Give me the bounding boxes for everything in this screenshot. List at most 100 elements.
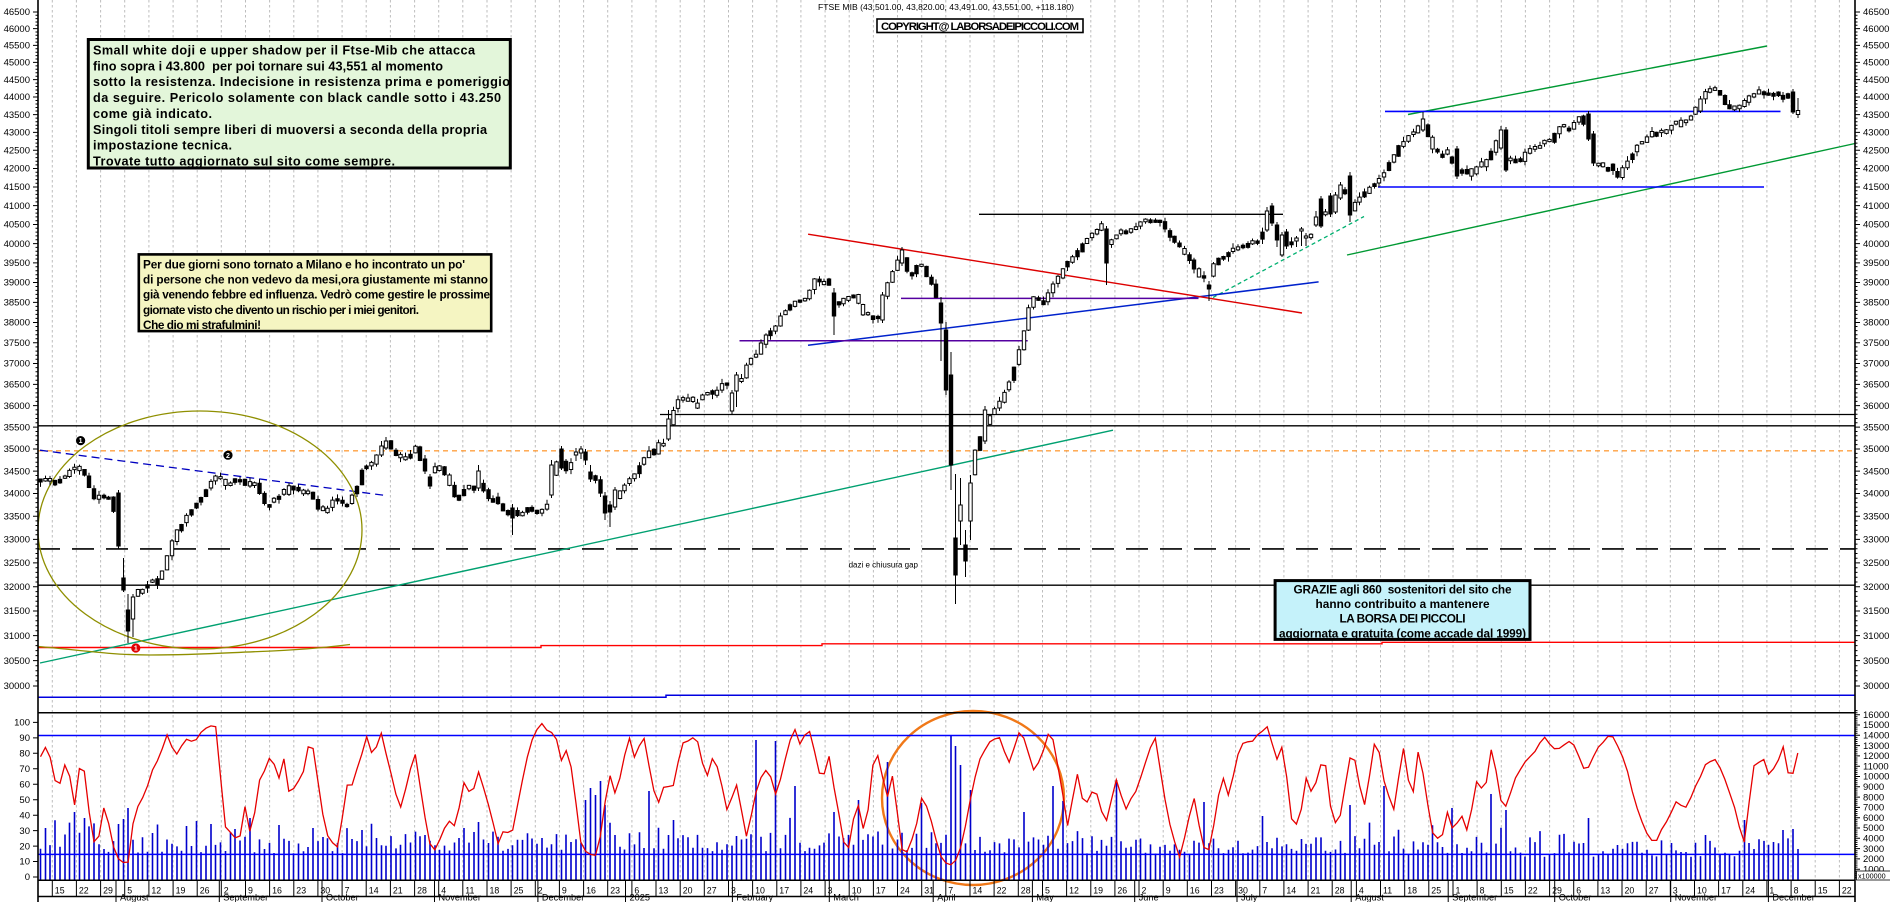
svg-text:11: 11 xyxy=(1383,886,1392,896)
svg-text:34500: 34500 xyxy=(4,466,30,477)
svg-text:25: 25 xyxy=(1431,886,1441,896)
svg-text:36000: 36000 xyxy=(4,401,30,412)
svg-text:May: May xyxy=(1036,893,1054,903)
svg-text:12000: 12000 xyxy=(1863,751,1889,762)
svg-text:35500: 35500 xyxy=(1863,422,1889,433)
svg-text:30000: 30000 xyxy=(1863,681,1889,692)
svg-text:7000: 7000 xyxy=(1863,803,1884,814)
svg-text:22: 22 xyxy=(79,886,89,896)
svg-text:October: October xyxy=(1559,893,1592,903)
svg-text:36000: 36000 xyxy=(1863,401,1889,412)
svg-text:40: 40 xyxy=(19,810,30,821)
svg-text:43500: 43500 xyxy=(4,110,30,121)
svg-text:38500: 38500 xyxy=(4,298,30,309)
svg-text:12: 12 xyxy=(1069,886,1079,896)
svg-text:44500: 44500 xyxy=(4,75,30,86)
svg-text:32000: 32000 xyxy=(4,582,30,593)
svg-text:19: 19 xyxy=(1093,886,1103,896)
svg-text:39500: 39500 xyxy=(4,258,30,269)
svg-text:30000: 30000 xyxy=(4,681,30,692)
svg-text:35500: 35500 xyxy=(4,422,30,433)
svg-text:28: 28 xyxy=(1021,886,1031,896)
svg-text:38000: 38000 xyxy=(4,318,30,329)
svg-text:60: 60 xyxy=(19,779,30,790)
svg-text:28: 28 xyxy=(1335,886,1345,896)
svg-text:Singoli titoli sempre liberi d: Singoli titoli sempre liberi di muoversi… xyxy=(93,123,488,137)
svg-text:39000: 39000 xyxy=(1863,278,1889,289)
svg-text:31500: 31500 xyxy=(1863,606,1889,617)
svg-text:13: 13 xyxy=(1600,886,1610,896)
svg-text:August: August xyxy=(1355,893,1384,903)
svg-text:31500: 31500 xyxy=(4,606,30,617)
svg-text:14000: 14000 xyxy=(1863,731,1889,742)
svg-text:2025: 2025 xyxy=(630,893,650,903)
svg-text:44500: 44500 xyxy=(1863,75,1889,86)
svg-text:17: 17 xyxy=(779,886,789,896)
svg-text:44000: 44000 xyxy=(1863,92,1889,103)
svg-text:26: 26 xyxy=(1117,886,1127,896)
svg-text:COPYRIGHT@ LABORSADEIPICCOLI.C: COPYRIGHT@ LABORSADEIPICCOLI.COM xyxy=(881,21,1079,33)
svg-text:18: 18 xyxy=(490,886,500,896)
svg-text:giornate visto che divento un: giornate visto che divento un rischio pe… xyxy=(143,303,419,317)
svg-text:45000: 45000 xyxy=(4,58,30,69)
svg-text:9: 9 xyxy=(1166,886,1171,896)
svg-text:40000: 40000 xyxy=(1863,239,1889,250)
svg-text:August: August xyxy=(120,893,149,903)
svg-text:31: 31 xyxy=(924,886,934,896)
svg-text:35000: 35000 xyxy=(1863,444,1889,455)
svg-text:7: 7 xyxy=(1262,886,1267,896)
svg-text:3: 3 xyxy=(731,886,736,896)
svg-text:September: September xyxy=(1452,893,1497,903)
svg-text:42500: 42500 xyxy=(4,146,30,157)
svg-text:September: September xyxy=(223,893,268,903)
svg-text:aggiornata e gratuita (come ac: aggiornata e gratuita (come accade dal 1… xyxy=(1279,626,1526,640)
svg-text:16000: 16000 xyxy=(1863,710,1889,721)
svg-text:42000: 42000 xyxy=(1863,164,1889,175)
svg-text:45500: 45500 xyxy=(4,41,30,52)
svg-text:100: 100 xyxy=(14,718,30,729)
svg-text:October: October xyxy=(326,893,359,903)
svg-text:FTSE MIB (43,501.00, 43,820.00: FTSE MIB (43,501.00, 43,820.00, 43,491.0… xyxy=(818,2,1074,12)
svg-text:37000: 37000 xyxy=(1863,359,1889,370)
svg-text:19: 19 xyxy=(176,886,186,896)
svg-text:17: 17 xyxy=(876,886,886,896)
svg-text:33500: 33500 xyxy=(1863,512,1889,523)
svg-text:46500: 46500 xyxy=(4,7,30,18)
svg-text:32500: 32500 xyxy=(1863,558,1889,569)
svg-text:41000: 41000 xyxy=(4,201,30,212)
svg-text:34500: 34500 xyxy=(1863,466,1889,477)
svg-text:April: April xyxy=(937,893,955,903)
svg-text:40500: 40500 xyxy=(1863,220,1889,231)
svg-text:8000: 8000 xyxy=(1863,792,1884,803)
svg-text:43500: 43500 xyxy=(1863,110,1889,121)
svg-text:32500: 32500 xyxy=(4,558,30,569)
svg-text:20: 20 xyxy=(1625,886,1635,896)
svg-text:3: 3 xyxy=(828,886,833,896)
svg-text:22: 22 xyxy=(997,886,1007,896)
svg-text:di persone che non vedevo da m: di persone che non vedevo da mesi,ora gi… xyxy=(143,273,488,287)
svg-text:x100000: x100000 xyxy=(1858,871,1886,880)
svg-text:33500: 33500 xyxy=(4,512,30,523)
svg-text:17: 17 xyxy=(1721,886,1731,896)
svg-text:GRAZIE agli 860 sostenitori d: GRAZIE agli 860 sostenitori del sito che xyxy=(1294,583,1512,597)
svg-text:41000: 41000 xyxy=(1863,201,1889,212)
svg-text:34000: 34000 xyxy=(1863,489,1889,500)
svg-text:15: 15 xyxy=(55,886,65,896)
svg-text:42500: 42500 xyxy=(1863,146,1889,157)
svg-text:40000: 40000 xyxy=(4,239,30,250)
svg-text:Small white doji e upper shado: Small white doji e upper shadow per il F… xyxy=(93,44,476,58)
svg-text:45500: 45500 xyxy=(1863,41,1889,52)
svg-text:25: 25 xyxy=(514,886,524,896)
svg-text:14: 14 xyxy=(1286,886,1296,896)
svg-text:30500: 30500 xyxy=(1863,656,1889,667)
svg-text:44000: 44000 xyxy=(4,92,30,103)
svg-text:2000: 2000 xyxy=(1863,854,1884,865)
svg-text:5000: 5000 xyxy=(1863,823,1884,834)
svg-text:10000: 10000 xyxy=(1863,772,1889,783)
svg-text:Che dio mi strafulmini!: Che dio mi strafulmini! xyxy=(143,318,261,332)
svg-text:4000: 4000 xyxy=(1863,834,1884,845)
svg-text:20: 20 xyxy=(19,841,30,852)
svg-text:LA BORSA DEI PICCOLI: LA BORSA DEI PICCOLI xyxy=(1340,612,1466,626)
svg-text:23: 23 xyxy=(610,886,620,896)
svg-text:46500: 46500 xyxy=(1863,7,1889,18)
